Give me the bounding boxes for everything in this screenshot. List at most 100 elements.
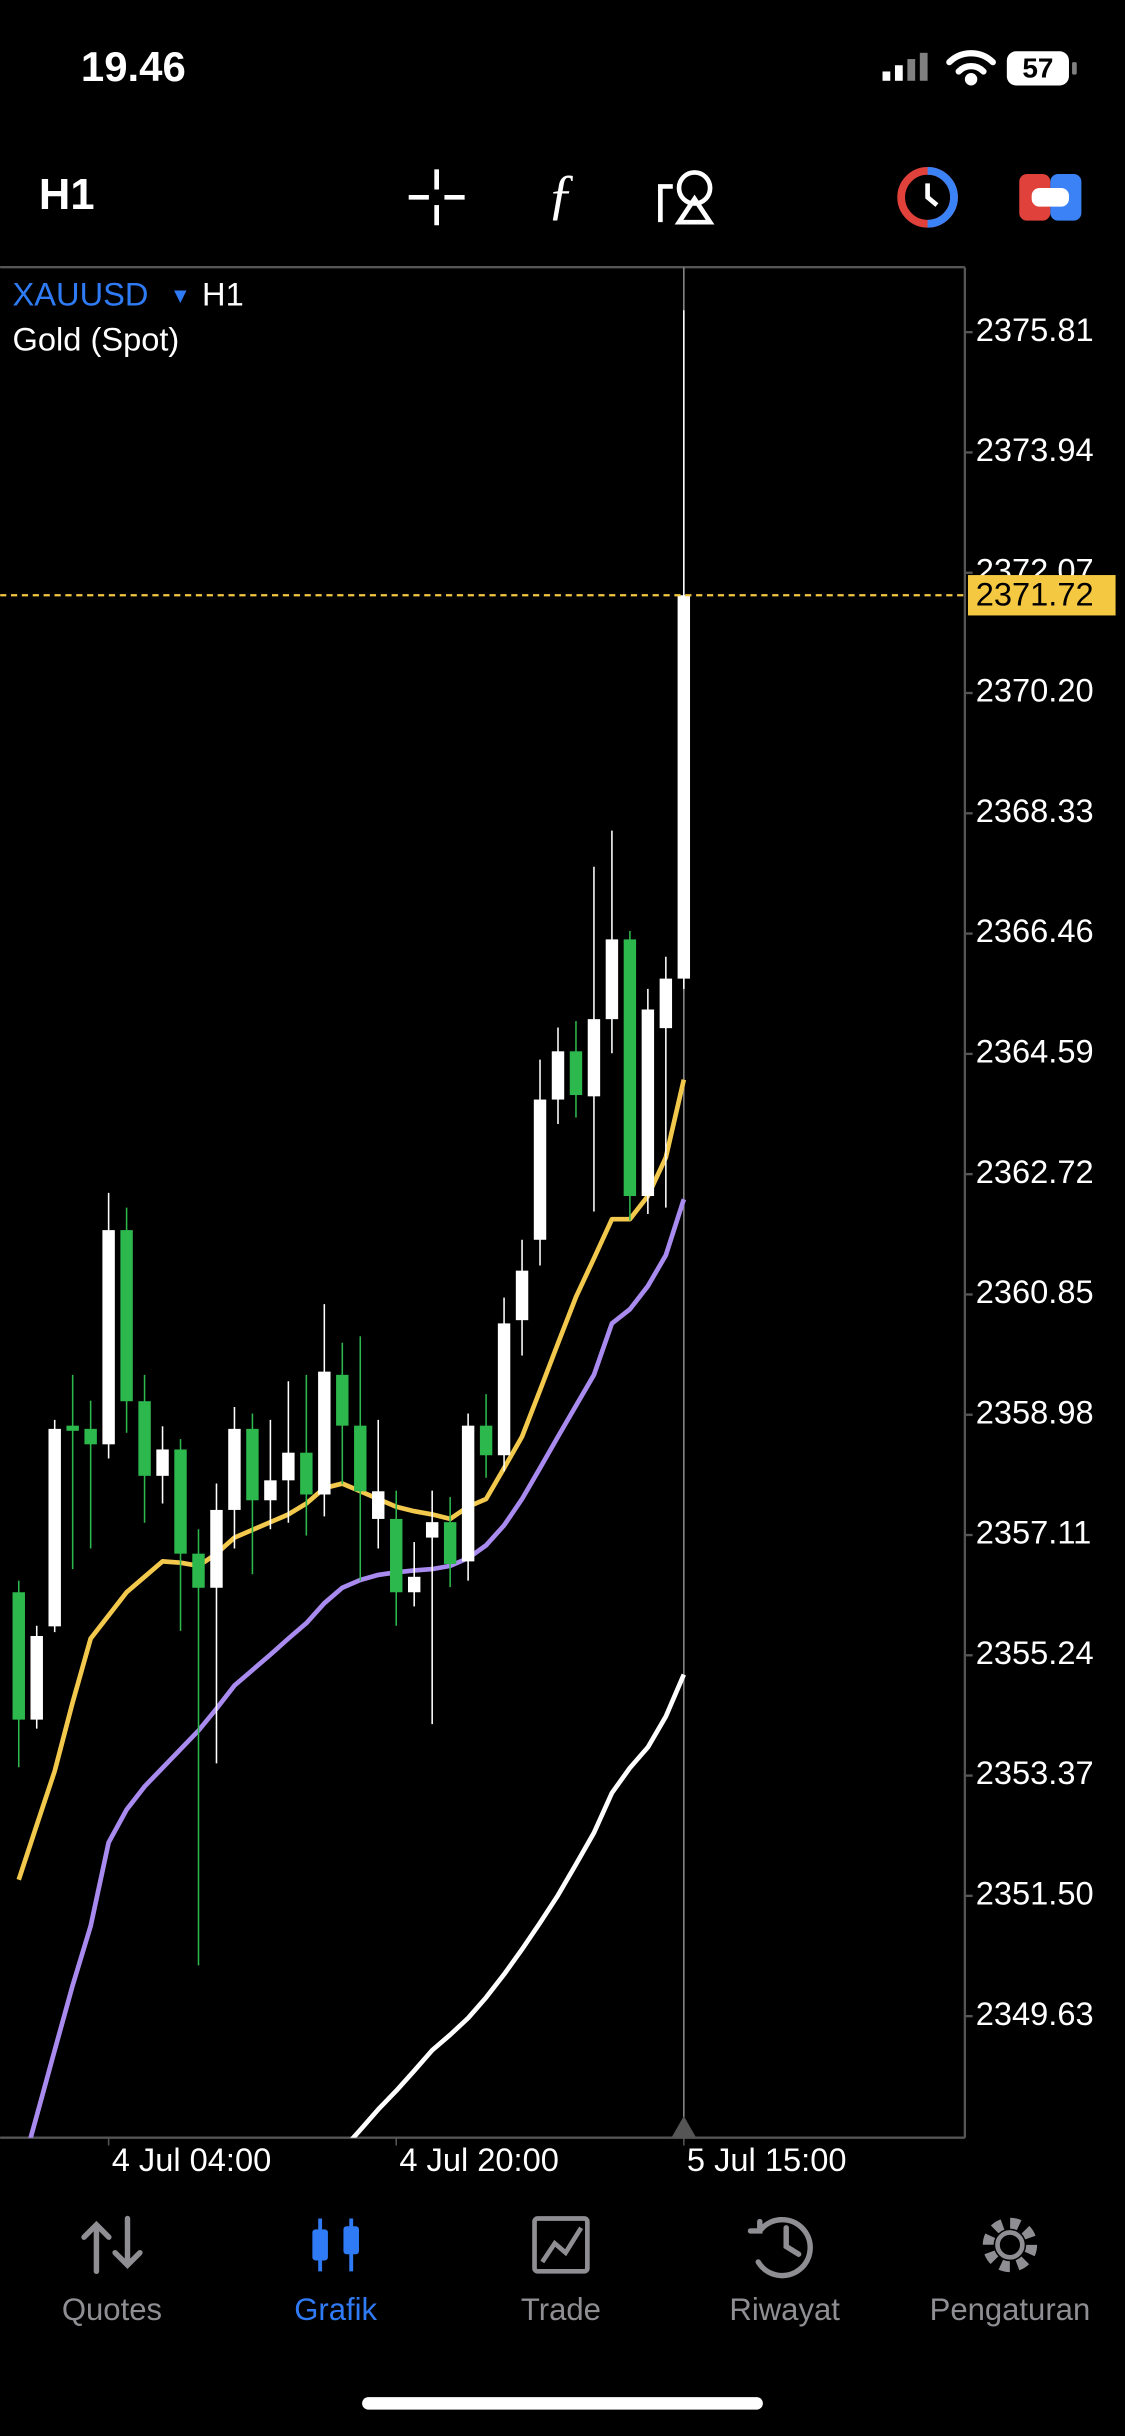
- candle-body: [677, 595, 691, 979]
- home-indicator: [362, 2397, 763, 2410]
- candle-body: [228, 1428, 241, 1510]
- y-tick-label: 2358.98: [976, 1393, 1094, 1430]
- candle-body: [497, 1323, 511, 1456]
- status-time: 19.46: [81, 43, 186, 90]
- battery-tip: [1072, 62, 1077, 75]
- crosshair-button[interactable]: [408, 169, 465, 226]
- candle-body: [336, 1374, 349, 1426]
- candle-body: [264, 1480, 277, 1501]
- candle-body: [425, 1522, 439, 1538]
- signal-icon: [882, 52, 928, 81]
- x-tick-label: 4 Jul 20:00: [399, 2141, 559, 2178]
- tab-item[interactable]: Pengaturan: [930, 2217, 1091, 2327]
- x-tick-label: 4 Jul 04:00: [112, 2141, 272, 2178]
- objects-button[interactable]: [658, 170, 715, 225]
- candle-body: [174, 1449, 187, 1554]
- current-price-label: 2371.72: [976, 575, 1094, 612]
- candle-body: [605, 939, 619, 1020]
- price-axis: 2375.812373.942372.072370.202368.332366.…: [964, 311, 1116, 2032]
- tab-item[interactable]: Riwayat: [729, 2216, 840, 2327]
- y-tick-label: 2366.46: [976, 912, 1094, 949]
- y-tick-label: 2357.11: [976, 1514, 1091, 1551]
- candle-body: [407, 1576, 421, 1593]
- one-click-button[interactable]: [1019, 174, 1082, 221]
- candle-body: [210, 1509, 223, 1588]
- tab-icon: [312, 2229, 328, 2261]
- candle-body: [641, 1009, 655, 1197]
- tab-item[interactable]: Grafik: [294, 2218, 378, 2327]
- candle-body: [12, 1592, 25, 1720]
- candle-body: [102, 1230, 115, 1445]
- candle-body: [120, 1230, 133, 1402]
- tab-bar: Quotes Grafik Trade Riwayat Pengaturan: [62, 2215, 1091, 2327]
- candle-body: [30, 1635, 43, 1720]
- candle-body: [282, 1452, 295, 1481]
- candle-body: [479, 1425, 493, 1456]
- candle-body: [623, 939, 637, 1197]
- candle-body: [48, 1428, 61, 1627]
- y-tick-label: 2368.33: [976, 792, 1094, 829]
- trade-signal-button[interactable]: [897, 167, 958, 228]
- symbol-dropdown-arrow[interactable]: [174, 290, 187, 303]
- tab-icon: [343, 2226, 359, 2255]
- candle-body: [390, 1518, 403, 1593]
- tab-label: Quotes: [62, 2292, 162, 2327]
- tab-label: Grafik: [294, 2292, 377, 2327]
- tab-icon: [995, 2230, 1025, 2260]
- candle-body: [84, 1428, 97, 1445]
- candle-body: [318, 1371, 331, 1495]
- y-tick-label: 2373.94: [976, 431, 1094, 468]
- tab-icon: [982, 2217, 1038, 2273]
- tab-item[interactable]: Quotes: [62, 2215, 162, 2327]
- candle-body: [551, 1051, 565, 1100]
- y-tick-label: 2355.24: [976, 1634, 1094, 1671]
- candle-body: [66, 1425, 79, 1431]
- candle-body: [300, 1452, 313, 1495]
- candle-body: [659, 978, 673, 1029]
- tab-label: Pengaturan: [930, 2292, 1091, 2327]
- y-tick-label: 2353.37: [976, 1754, 1094, 1791]
- y-tick-label: 2349.63: [976, 1995, 1094, 2032]
- y-tick-label: 2364.59: [976, 1032, 1094, 1069]
- timeframe-button[interactable]: H1: [39, 171, 95, 219]
- tab-icon: [81, 2215, 143, 2275]
- battery-level: 57: [1022, 52, 1053, 83]
- tab-icon: [540, 2226, 584, 2264]
- y-tick-label: 2370.20: [976, 672, 1094, 709]
- moving-average-line: [28, 1198, 687, 2138]
- x-tick-label: 5 Jul 15:00: [687, 2141, 847, 2178]
- candle-body: [156, 1449, 169, 1476]
- y-tick-label: 2362.72: [976, 1153, 1094, 1190]
- current-price-box: [967, 575, 1116, 616]
- y-tick-label: 2375.81: [976, 311, 1094, 348]
- candle-body: [192, 1553, 205, 1588]
- moving-average-line: [16, 1079, 687, 1881]
- symbol-name[interactable]: XAUUSD: [13, 275, 149, 312]
- y-tick-label: 2351.50: [976, 1874, 1094, 1911]
- candle-body: [354, 1425, 367, 1492]
- candle-body: [138, 1401, 151, 1476]
- battery-icon: [1006, 51, 1069, 86]
- tab-icon: [747, 2216, 813, 2279]
- moving-average-line: [350, 1673, 686, 2138]
- wifi-icon: [946, 50, 996, 86]
- candle-body: [461, 1425, 475, 1562]
- plot-area: [0, 267, 965, 2138]
- candle-body: [569, 1051, 583, 1096]
- tab-label: Riwayat: [729, 2292, 840, 2327]
- tab-label: Trade: [521, 2292, 601, 2327]
- tab-icon: [532, 2216, 590, 2274]
- tab-item[interactable]: Trade: [521, 2216, 601, 2327]
- candle-body: [587, 1019, 601, 1097]
- last-bar-marker: [671, 2115, 697, 2138]
- candle-body: [246, 1428, 259, 1501]
- indicators-button[interactable]: ƒ: [547, 164, 575, 226]
- y-tick-label: 2360.85: [976, 1273, 1094, 1310]
- candle-body: [443, 1522, 457, 1564]
- chart-timeframe: H1: [202, 275, 244, 312]
- candle-body: [372, 1491, 385, 1519]
- candle-body: [533, 1099, 547, 1240]
